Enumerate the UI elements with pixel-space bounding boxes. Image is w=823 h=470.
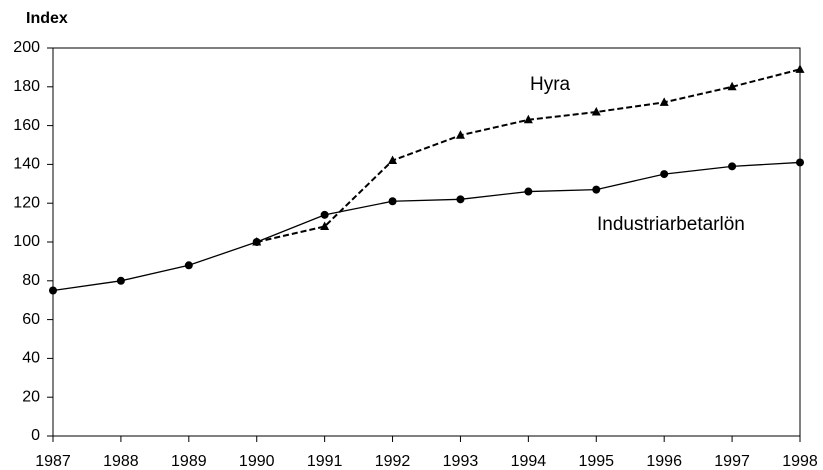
point <box>727 81 737 91</box>
y-tick-label: 200 <box>13 39 40 56</box>
y-tick-label: 180 <box>13 78 40 95</box>
x-tick-label: 1996 <box>646 453 682 470</box>
x-tick-label: 1988 <box>103 453 139 470</box>
point <box>728 162 737 171</box>
point <box>796 158 804 167</box>
point <box>659 97 669 106</box>
plot-frame <box>52 47 801 437</box>
point <box>795 64 805 73</box>
y-tick-label: 20 <box>22 388 40 405</box>
y-tick-label: 160 <box>13 117 40 134</box>
point <box>523 114 533 124</box>
point <box>388 197 397 206</box>
x-tick-label: 1989 <box>171 453 207 470</box>
point <box>592 185 601 194</box>
point <box>456 195 465 204</box>
y-axis-title: Index <box>26 10 68 27</box>
point <box>252 238 261 246</box>
x-tick-label: 1998 <box>782 453 818 470</box>
y-tick-label: 40 <box>22 350 40 367</box>
x-tick-label: 1991 <box>307 453 343 470</box>
point <box>591 107 601 116</box>
x-tick-label: 1987 <box>35 453 71 470</box>
point <box>49 286 57 295</box>
point <box>116 276 125 285</box>
series-label: Industriarbetarlön <box>597 214 745 235</box>
point <box>455 130 465 139</box>
y-tick-label: 120 <box>13 194 40 211</box>
point <box>320 210 329 219</box>
x-tick-label: 1993 <box>443 453 479 470</box>
x-tick-label: 1997 <box>714 453 750 470</box>
y-tick-label: 100 <box>13 233 40 250</box>
x-tick-label: 1994 <box>511 453 547 470</box>
point <box>320 221 330 230</box>
point <box>388 155 398 165</box>
y-tick-label: 140 <box>13 156 40 173</box>
x-tick-label: 1990 <box>239 453 275 470</box>
point <box>184 261 193 270</box>
y-tick-label: 0 <box>31 427 40 444</box>
point <box>524 187 533 196</box>
y-tick-label: 60 <box>22 311 40 328</box>
series-line <box>52 161 801 292</box>
y-tick-label: 80 <box>22 272 40 289</box>
series-label: Hyra <box>530 74 571 95</box>
x-tick-label: 1995 <box>578 453 614 470</box>
point <box>660 170 669 179</box>
x-tick-label: 1992 <box>375 453 411 470</box>
